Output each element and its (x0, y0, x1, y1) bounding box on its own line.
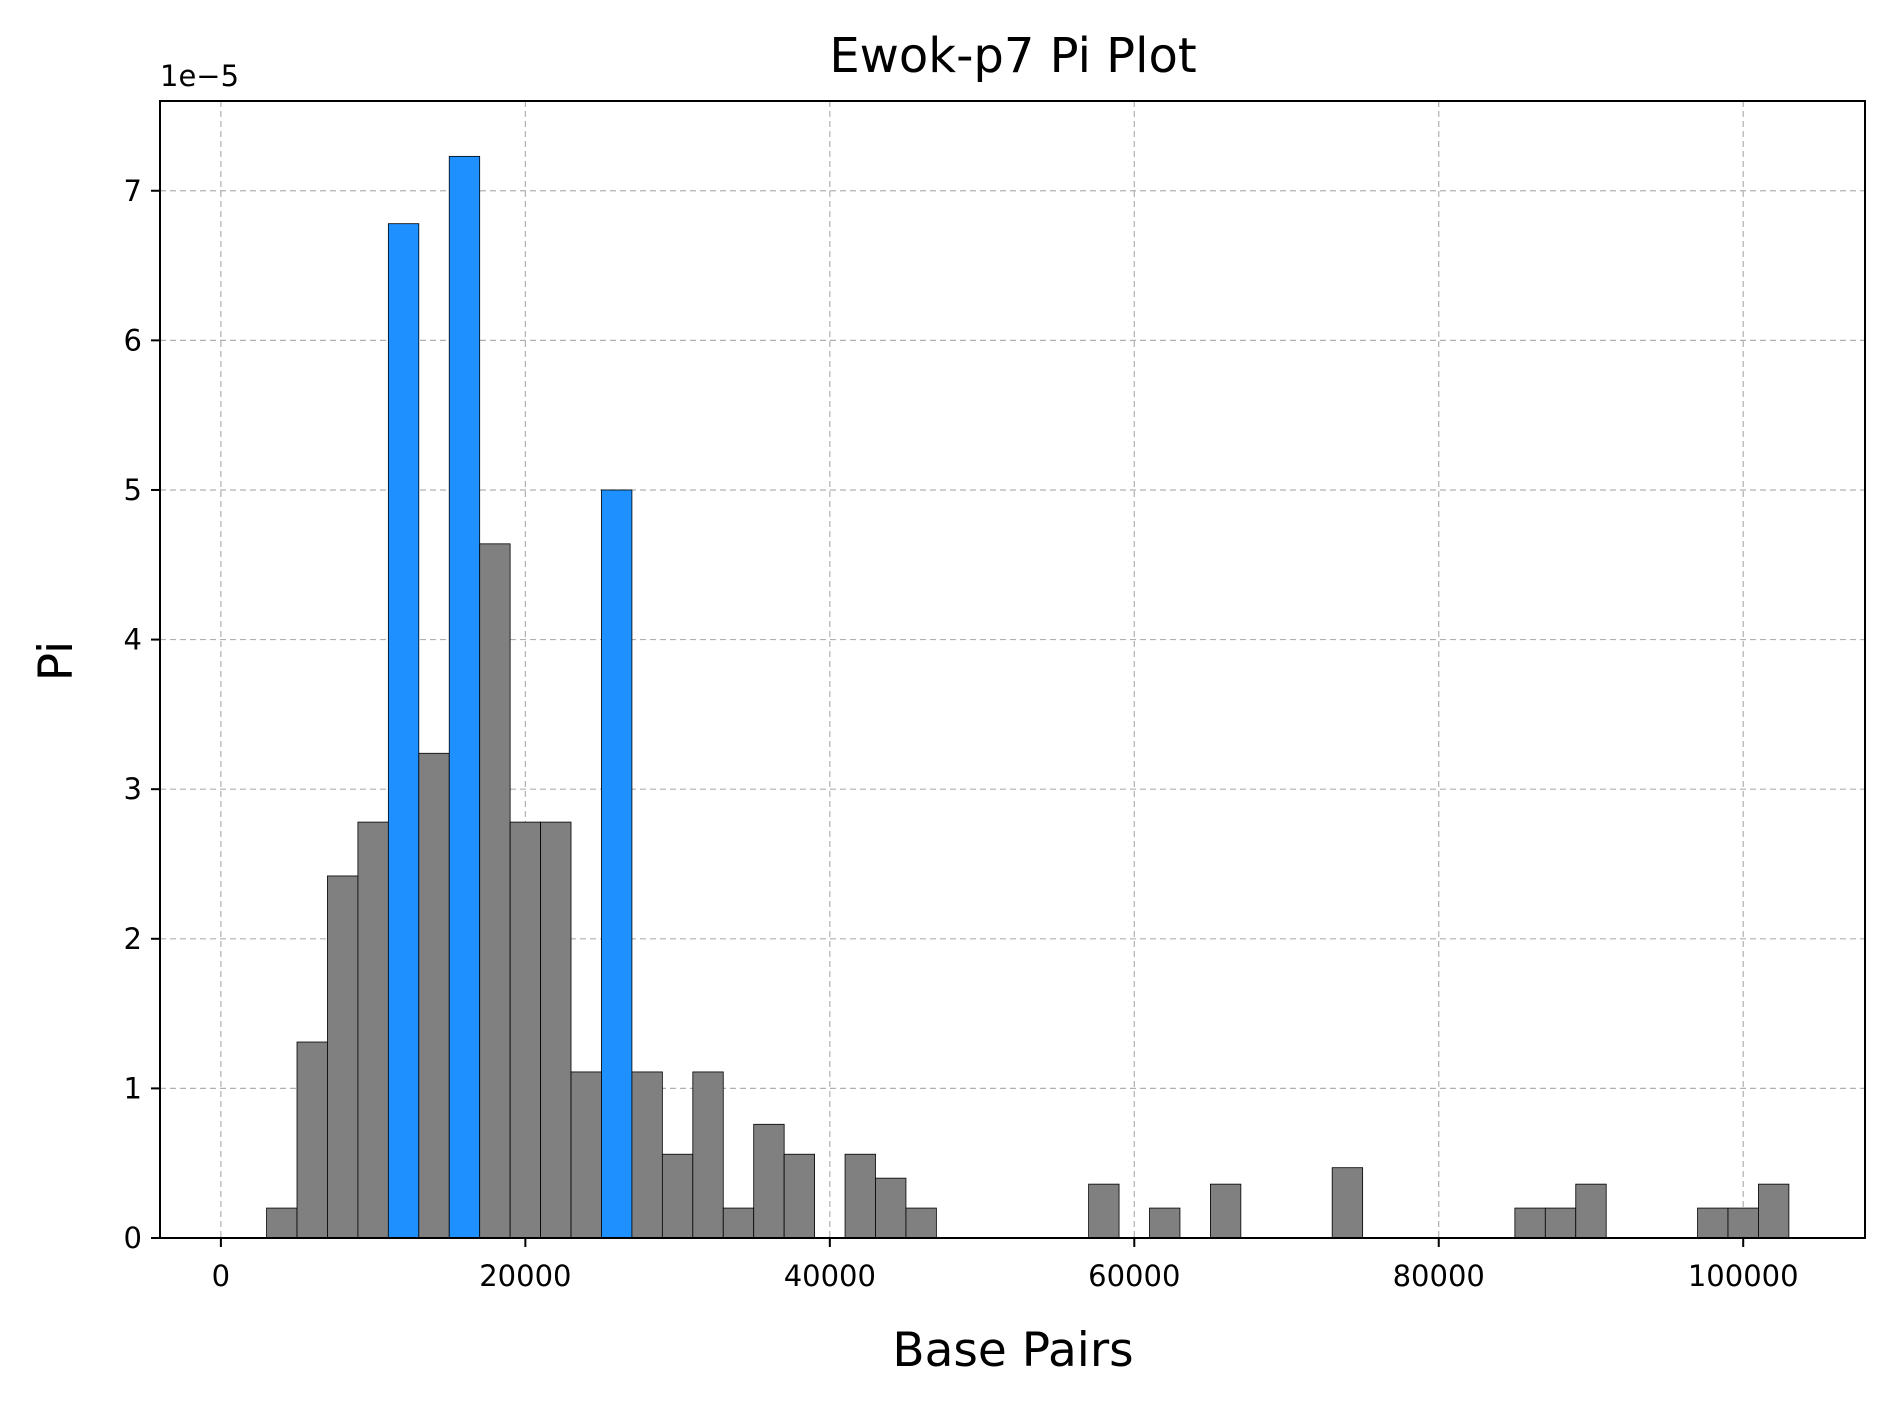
bar (418, 752, 450, 1239)
bar (661, 1153, 694, 1239)
bar (327, 875, 359, 1239)
bar (479, 543, 511, 1239)
plot-frame (159, 100, 1866, 1239)
bar (266, 1207, 298, 1239)
bar (570, 1071, 602, 1239)
bar (1758, 1183, 1790, 1239)
y-tick-label: 7 (124, 174, 142, 208)
y-tick-label: 5 (124, 473, 142, 507)
bar (357, 821, 389, 1239)
bar (631, 1071, 663, 1239)
bar (753, 1123, 785, 1239)
bar (875, 1177, 907, 1239)
highlighted-bar (601, 489, 633, 1239)
y-tick-label: 4 (124, 623, 142, 657)
ticks: 0 20000 40000 60000 80000 100000 0 1 2 3 4 5 6 7 (124, 174, 1799, 1293)
bar (1210, 1183, 1242, 1239)
bar (296, 1041, 328, 1239)
x-tick-label: 0 (212, 1259, 230, 1293)
bar (1575, 1183, 1607, 1239)
bar (905, 1207, 937, 1239)
bar (722, 1207, 755, 1239)
bar (540, 821, 572, 1239)
y-axis-offset-label: 1e−5 (160, 59, 239, 93)
y-axis-label: Pi (29, 641, 84, 681)
highlighted-bar (448, 155, 481, 1239)
x-tick-label: 60000 (1088, 1259, 1180, 1293)
bar (1727, 1207, 1759, 1239)
x-tick-label: 80000 (1393, 1259, 1485, 1293)
bar (1149, 1207, 1181, 1239)
bar (1088, 1183, 1120, 1239)
y-tick-label: 3 (124, 772, 142, 806)
y-tick-label: 6 (124, 323, 142, 357)
y-tick-label: 2 (124, 922, 142, 956)
bars (266, 155, 1790, 1239)
bar (1544, 1207, 1577, 1239)
y-tick-label: 0 (124, 1221, 142, 1255)
chart-title: Ewok-p7 Pi Plot (829, 28, 1196, 84)
x-tick-label: 40000 (784, 1259, 876, 1293)
bar (783, 1153, 815, 1239)
bar (692, 1071, 724, 1239)
bar (1331, 1167, 1364, 1239)
x-axis-label: Base Pairs (892, 1323, 1133, 1378)
bar (844, 1153, 876, 1239)
highlighted-bar (387, 223, 420, 1239)
y-tick-label: 1 (124, 1071, 142, 1105)
bar (1514, 1207, 1546, 1239)
x-tick-label: 100000 (1688, 1259, 1799, 1293)
bar (509, 821, 541, 1239)
x-tick-label: 20000 (479, 1259, 571, 1293)
bar (1697, 1207, 1729, 1239)
